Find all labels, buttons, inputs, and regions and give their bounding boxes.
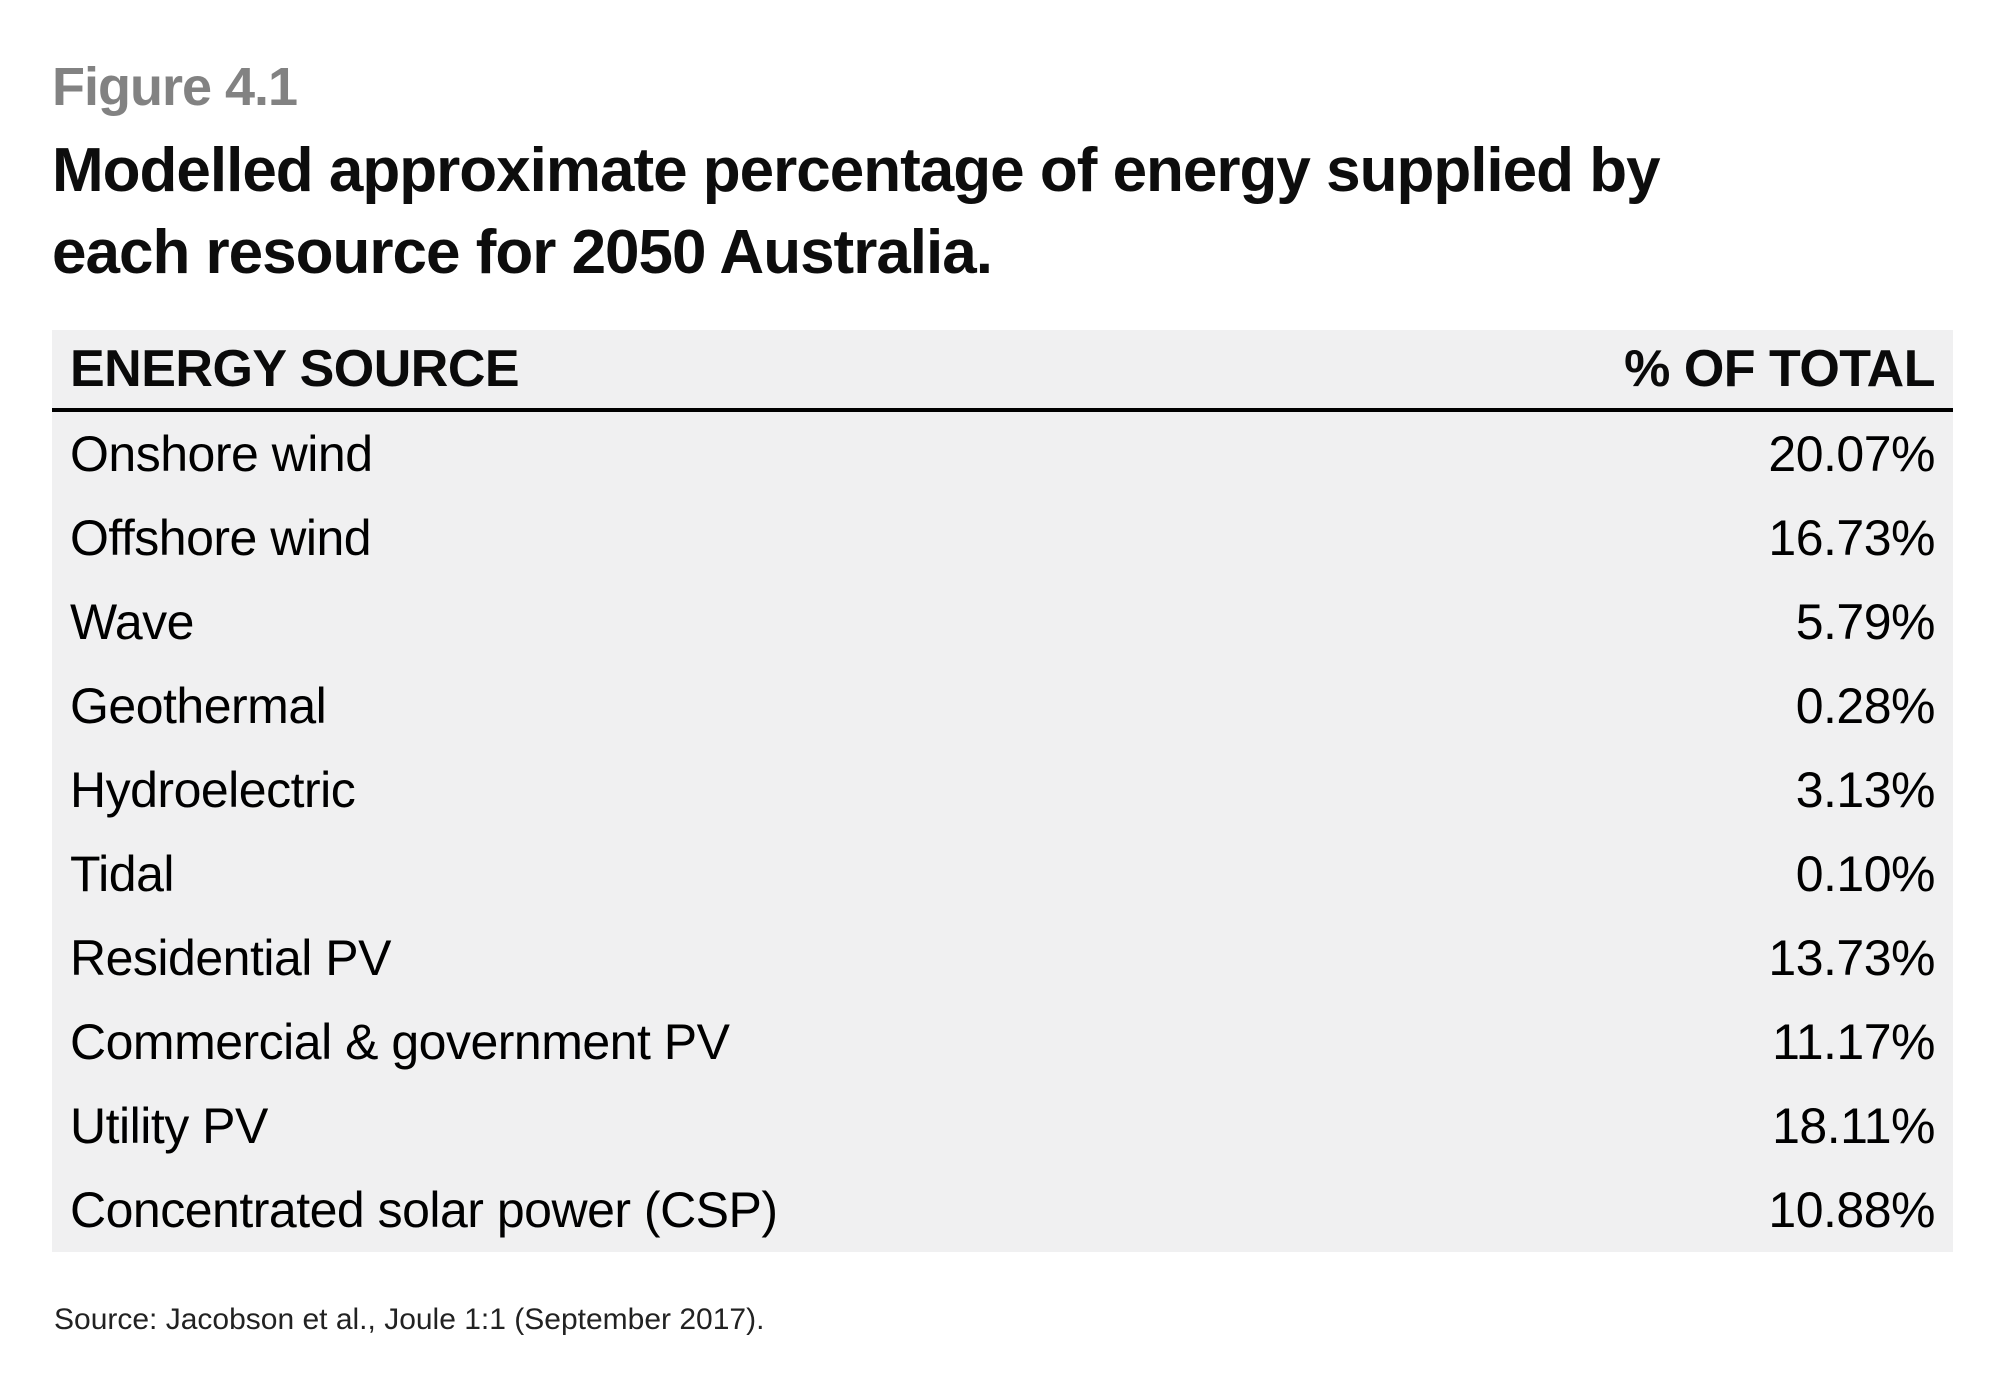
percent-cell: 5.79% <box>1795 594 1936 650</box>
energy-source-cell: Residential PV <box>70 930 391 986</box>
percent-cell: 13.73% <box>1768 930 1935 986</box>
figure-title: Modelled approximate percentage of energ… <box>52 130 1953 294</box>
table-row: Onshore wind 20.07% <box>52 412 1953 496</box>
table-row: Offshore wind 16.73% <box>52 496 1953 580</box>
table-row: Utility PV 18.11% <box>52 1084 1953 1168</box>
percent-cell: 20.07% <box>1768 426 1935 482</box>
table-row: Residential PV 13.73% <box>52 916 1953 1000</box>
header-energy-source: ENERGY SOURCE <box>70 340 520 398</box>
percent-cell: 11.17% <box>1772 1014 1935 1070</box>
figure-title-line-1: Modelled approximate percentage of energ… <box>52 136 1661 205</box>
table-row: Tidal 0.10% <box>52 832 1953 916</box>
energy-source-cell: Utility PV <box>70 1098 268 1154</box>
energy-source-cell: Tidal <box>70 846 175 902</box>
percent-cell: 3.13% <box>1795 762 1936 818</box>
header-percent-of-total: % OF TOTAL <box>1624 340 1935 398</box>
energy-table: ENERGY SOURCE % OF TOTAL Onshore wind 20… <box>52 330 1953 1252</box>
percent-cell: 16.73% <box>1768 510 1935 566</box>
percent-cell: 18.11% <box>1772 1098 1935 1154</box>
energy-source-cell: Concentrated solar power (CSP) <box>70 1182 778 1238</box>
table-row: Concentrated solar power (CSP) 10.88% <box>52 1168 1953 1252</box>
energy-source-cell: Onshore wind <box>70 426 373 482</box>
energy-source-cell: Geothermal <box>70 678 327 734</box>
table-row: Hydroelectric 3.13% <box>52 748 1953 832</box>
energy-source-cell: Offshore wind <box>70 510 372 566</box>
energy-source-cell: Hydroelectric <box>70 762 356 818</box>
table-row: Wave 5.79% <box>52 580 1953 664</box>
percent-cell: 10.88% <box>1768 1182 1935 1238</box>
percent-cell: 0.10% <box>1795 846 1936 902</box>
energy-source-cell: Wave <box>70 594 194 650</box>
figure-title-line-2: each resource for 2050 Australia. <box>52 218 993 287</box>
energy-source-cell: Commercial & government PV <box>70 1014 730 1070</box>
table-row: Commercial & government PV 11.17% <box>52 1000 1953 1084</box>
figure-number-label: Figure 4.1 <box>52 57 298 117</box>
table-header-row: ENERGY SOURCE % OF TOTAL <box>52 330 1953 412</box>
table-row: Geothermal 0.28% <box>52 664 1953 748</box>
source-citation: Source: Jacobson et al., Joule 1:1 (Sept… <box>54 1303 765 1336</box>
percent-cell: 0.28% <box>1795 678 1936 734</box>
